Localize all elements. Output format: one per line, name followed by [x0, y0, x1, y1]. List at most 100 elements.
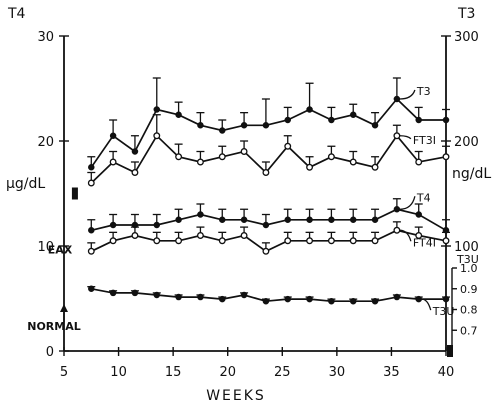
data-point: [109, 132, 117, 139]
data-point: [371, 237, 379, 245]
data-point: [371, 216, 379, 223]
normal-arrow-head: [60, 304, 68, 312]
data-point: [393, 95, 401, 103]
left-axis-ticks: 0 10 20 30: [37, 30, 69, 360]
series-label-t4: T4: [416, 191, 431, 204]
data-point: [415, 158, 423, 166]
series-label-leader: [399, 89, 416, 100]
right-axis-ticks: 100 200 300: [441, 30, 479, 255]
series-label-ft4i: FT4I: [413, 236, 436, 249]
data-point: [197, 211, 204, 218]
data-point: [349, 158, 357, 166]
annotations: EAX NORMAL: [27, 187, 453, 357]
data-point: [196, 232, 204, 239]
data-point: [109, 289, 117, 297]
series-label-leader: [399, 135, 412, 140]
data-point: [371, 122, 379, 129]
data-point: [240, 216, 248, 223]
series-label-t3: T3: [416, 85, 431, 98]
right-axis-unit: ng/dL: [452, 166, 491, 182]
data-point: [219, 127, 226, 134]
x-tick-label: 30: [329, 365, 346, 380]
data-point: [349, 237, 357, 245]
data-point: [153, 291, 161, 299]
t3u-tick-label: 0.7: [460, 324, 478, 337]
left-tick-label: 10: [37, 240, 54, 255]
data-point: [284, 237, 292, 245]
data-point: [153, 106, 161, 113]
series-t3: [87, 77, 450, 171]
data-point: [393, 293, 401, 301]
right-tick-label: 100: [454, 240, 479, 255]
right-tick-label: 300: [454, 30, 479, 45]
data-point: [442, 295, 450, 303]
data-point: [219, 295, 226, 303]
data-point: [393, 205, 401, 213]
data-point: [175, 111, 182, 119]
data-point: [109, 221, 117, 229]
left-axis-title: T4: [7, 6, 26, 22]
data-point: [262, 122, 270, 129]
x-tick-label: 15: [165, 365, 182, 380]
data-point: [306, 295, 313, 303]
data-point: [88, 226, 95, 234]
data-point: [109, 237, 117, 245]
t3u-tick-label: 1.0: [460, 262, 478, 275]
data-point: [240, 148, 248, 155]
data-point: [218, 153, 226, 161]
series-label-leader: [421, 298, 432, 311]
plot-frame: [63, 36, 447, 352]
data-point: [415, 295, 422, 303]
data-point: [196, 158, 204, 166]
data-point: [306, 237, 314, 245]
left-tick-label: 20: [37, 135, 54, 150]
data-point: [197, 293, 204, 301]
series-t4: [87, 198, 450, 234]
data-point: [153, 237, 161, 245]
normal-range-marker: [71, 187, 78, 200]
data-point: [442, 153, 450, 161]
data-point: [306, 216, 313, 223]
data-point: [442, 237, 450, 245]
data-point: [284, 116, 291, 124]
data-point: [415, 232, 423, 239]
data-point: [153, 132, 161, 140]
data-point: [197, 122, 204, 129]
data-point: [284, 142, 292, 150]
data-point: [284, 216, 291, 223]
annotation-label: EAX: [48, 243, 73, 256]
x-tick-label: 40: [438, 365, 455, 380]
data-point: [262, 297, 270, 305]
data-point: [349, 111, 357, 119]
t3u-tick-label: 0.8: [460, 304, 478, 317]
series-line-t4: [91, 208, 447, 232]
left-axis-unit: µg/dL: [6, 176, 45, 192]
data-point: [349, 297, 357, 305]
series-label-t3u: T3U: [432, 305, 455, 318]
x-axis-title: WEEKS: [206, 388, 266, 404]
x-tick-label: 35: [383, 365, 400, 380]
series-line-ft4i: [90, 229, 447, 253]
data-point: [262, 221, 270, 229]
data-point: [349, 216, 357, 223]
right-tick-label: 200: [454, 135, 479, 150]
x-tick-label: 10: [110, 365, 127, 380]
t3u-tick-label: 0.9: [460, 283, 478, 296]
data-point: [306, 106, 313, 113]
data-point: [175, 293, 182, 301]
data-point: [153, 221, 161, 229]
x-tick-label: 20: [219, 365, 236, 380]
series-ft4i: [87, 221, 450, 255]
data-point: [442, 116, 450, 124]
data-point: [328, 216, 335, 223]
data-point: [415, 211, 422, 218]
data-point: [88, 163, 95, 171]
data-point: [415, 116, 422, 124]
data-point: [131, 232, 139, 239]
data-point: [109, 158, 117, 166]
data-point: [262, 169, 270, 176]
series-label-leader: [399, 229, 412, 242]
data-point: [219, 216, 226, 223]
